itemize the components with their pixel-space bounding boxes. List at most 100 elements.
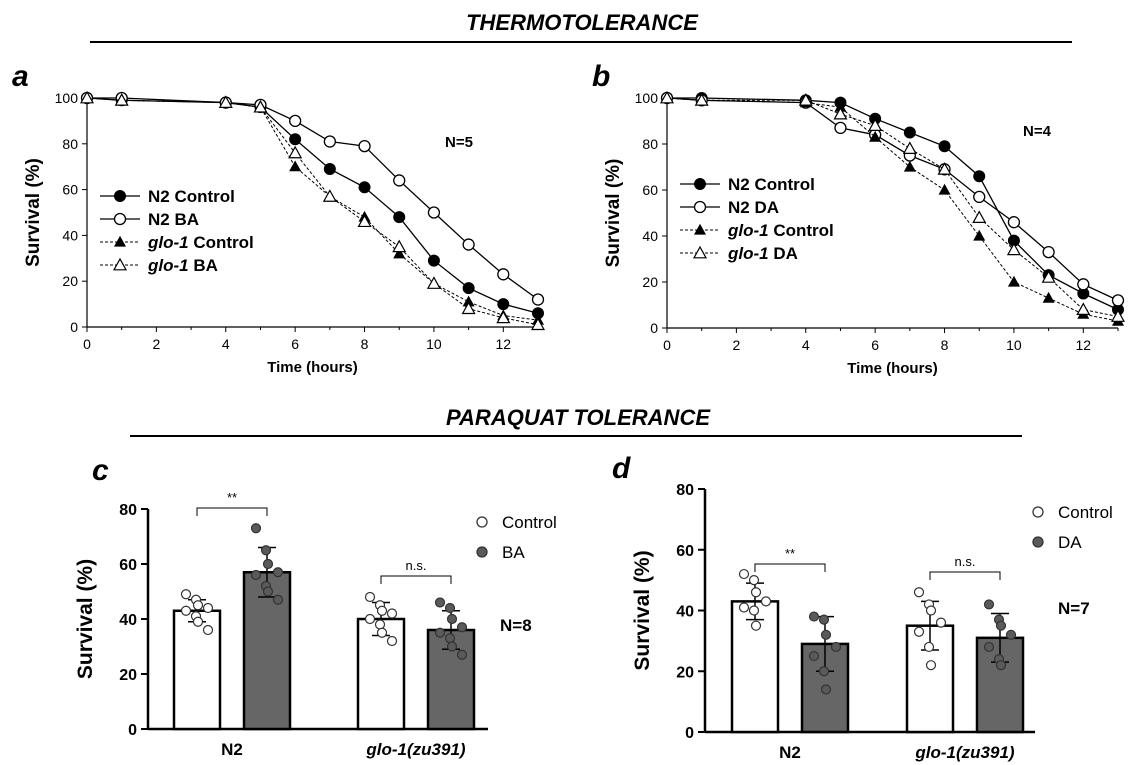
category-label-glo-1-zu391: glo-1(zu391) (914, 743, 1015, 762)
data-point (253, 99, 268, 113)
data-point (427, 206, 441, 219)
legend-entry-da: DA (1032, 533, 1082, 552)
chart-b-thermotolerance-da: 0 20 40 60 80 100 0 2 4 6 8 10 12 Time (hours) Surviva… (603, 90, 1126, 377)
replicate-point (444, 633, 456, 644)
legend-entry-glo-1-ba: glo-1 BA (100, 256, 218, 275)
replicate-point (913, 626, 925, 637)
data-point (833, 106, 848, 120)
section-title-paraquat: PARAQUAT TOLERANCE (446, 405, 711, 430)
significance-label: ** (227, 490, 237, 505)
data-point (496, 310, 511, 324)
series-glo-1-ba (79, 90, 546, 331)
x-tick-label: 8 (361, 336, 369, 352)
legend-label: N2 Control (728, 175, 815, 194)
replicate-point (983, 599, 995, 610)
y-tick-label: 0 (685, 725, 694, 742)
data-point (462, 238, 475, 251)
replicate-point (202, 602, 214, 614)
y-tick-label: 80 (642, 136, 658, 152)
y-tick-label: 20 (62, 273, 78, 289)
x-axis-title: Time (hours) (847, 360, 938, 377)
x-tick-label: 0 (83, 336, 91, 352)
replicate-point (750, 620, 762, 631)
replicate-point (434, 627, 446, 638)
x-tick-label: 2 (732, 337, 740, 353)
panel-letter-d: d (612, 452, 631, 485)
replicate-point (935, 617, 947, 628)
replicate-point (192, 600, 204, 611)
y-tick-label: 80 (676, 482, 694, 499)
y-tick-label: 40 (62, 227, 78, 243)
legend-marker (112, 257, 128, 271)
replicate-point (374, 619, 386, 630)
legend-marker (692, 245, 708, 259)
y-tick-label: 40 (642, 228, 658, 244)
y-tick-label: 20 (676, 664, 694, 681)
category-label-n2: N2 (221, 740, 243, 759)
legend-marker (113, 212, 127, 226)
x-tick-label: 12 (1076, 337, 1092, 353)
replicate-point (446, 613, 458, 625)
replicate-point (738, 602, 750, 613)
chart-d-paraquat-da: 0 20 40 60 80 Survival (%) N=7 N2 ** glo-1(zu391)… (631, 482, 1113, 762)
data-point (1041, 270, 1056, 283)
data-point (427, 254, 440, 267)
y-tick-label: 100 (55, 90, 79, 106)
data-point (462, 282, 475, 295)
data-point (973, 190, 986, 204)
data-point (903, 126, 916, 139)
data-point (114, 93, 129, 106)
sample-size-label: N=5 (445, 134, 473, 151)
replicate-point (180, 605, 192, 616)
data-point (798, 93, 813, 106)
category-label-glo-1-zu391: glo-1(zu391) (365, 740, 466, 759)
data-point (357, 214, 372, 228)
replicate-point (386, 608, 398, 619)
data-point (973, 229, 986, 241)
replicate-point (272, 567, 284, 578)
legend-label: N2 BA (148, 210, 199, 229)
legend-marker (1032, 506, 1044, 518)
replicate-point (434, 597, 446, 608)
panel-letter-a: a (12, 60, 29, 93)
data-point (1007, 275, 1020, 287)
replicate-point (925, 660, 937, 671)
legend-marker (476, 516, 488, 528)
legend-label: N2 DA (728, 198, 779, 217)
replicate-point (262, 558, 274, 570)
data-point (973, 170, 986, 183)
category-label-n2: N2 (779, 743, 801, 762)
data-point (694, 93, 709, 106)
legend-entry-n2-da: N2 DA (680, 198, 779, 217)
y-tick-label: 20 (119, 667, 137, 684)
replicate-point (913, 587, 925, 598)
legend-marker (1032, 536, 1044, 548)
y-axis-title: Survival (%) (631, 550, 654, 670)
section-title-thermotolerance: THERMOTOLERANCE (466, 10, 699, 35)
data-point (834, 121, 847, 135)
chart-a-thermotolerance-ba: 0 20 40 60 80 100 0 2 4 6 8 10 12 Time (hours) Surviva… (23, 90, 546, 376)
y-tick-label: 20 (642, 274, 658, 290)
replicate-point (995, 660, 1007, 671)
data-point (903, 160, 916, 172)
data-point (393, 247, 406, 259)
chart-c-paraquat-ba: 0 20 40 60 80 Survival (%) N=8 N2 ** glo-1(zu391)… (74, 490, 557, 759)
significance-label: ** (785, 546, 795, 561)
legend-entry-n2-control: N2 Control (680, 175, 815, 194)
y-tick-label: 40 (676, 604, 694, 621)
y-tick-label: 60 (119, 557, 137, 574)
legend-marker (114, 190, 126, 202)
replicate-point (272, 594, 284, 605)
legend-marker (113, 235, 127, 247)
replicate-point (808, 611, 820, 622)
significance-label: n.s. (406, 558, 427, 573)
data-point (1076, 302, 1091, 315)
x-tick-label: 2 (152, 336, 160, 352)
legend-marker (476, 546, 488, 558)
panel-letter-b: b (592, 60, 610, 93)
data-point (1110, 309, 1126, 322)
y-tick-label: 60 (676, 543, 694, 560)
data-point (938, 140, 951, 153)
replicate-point (995, 620, 1007, 631)
